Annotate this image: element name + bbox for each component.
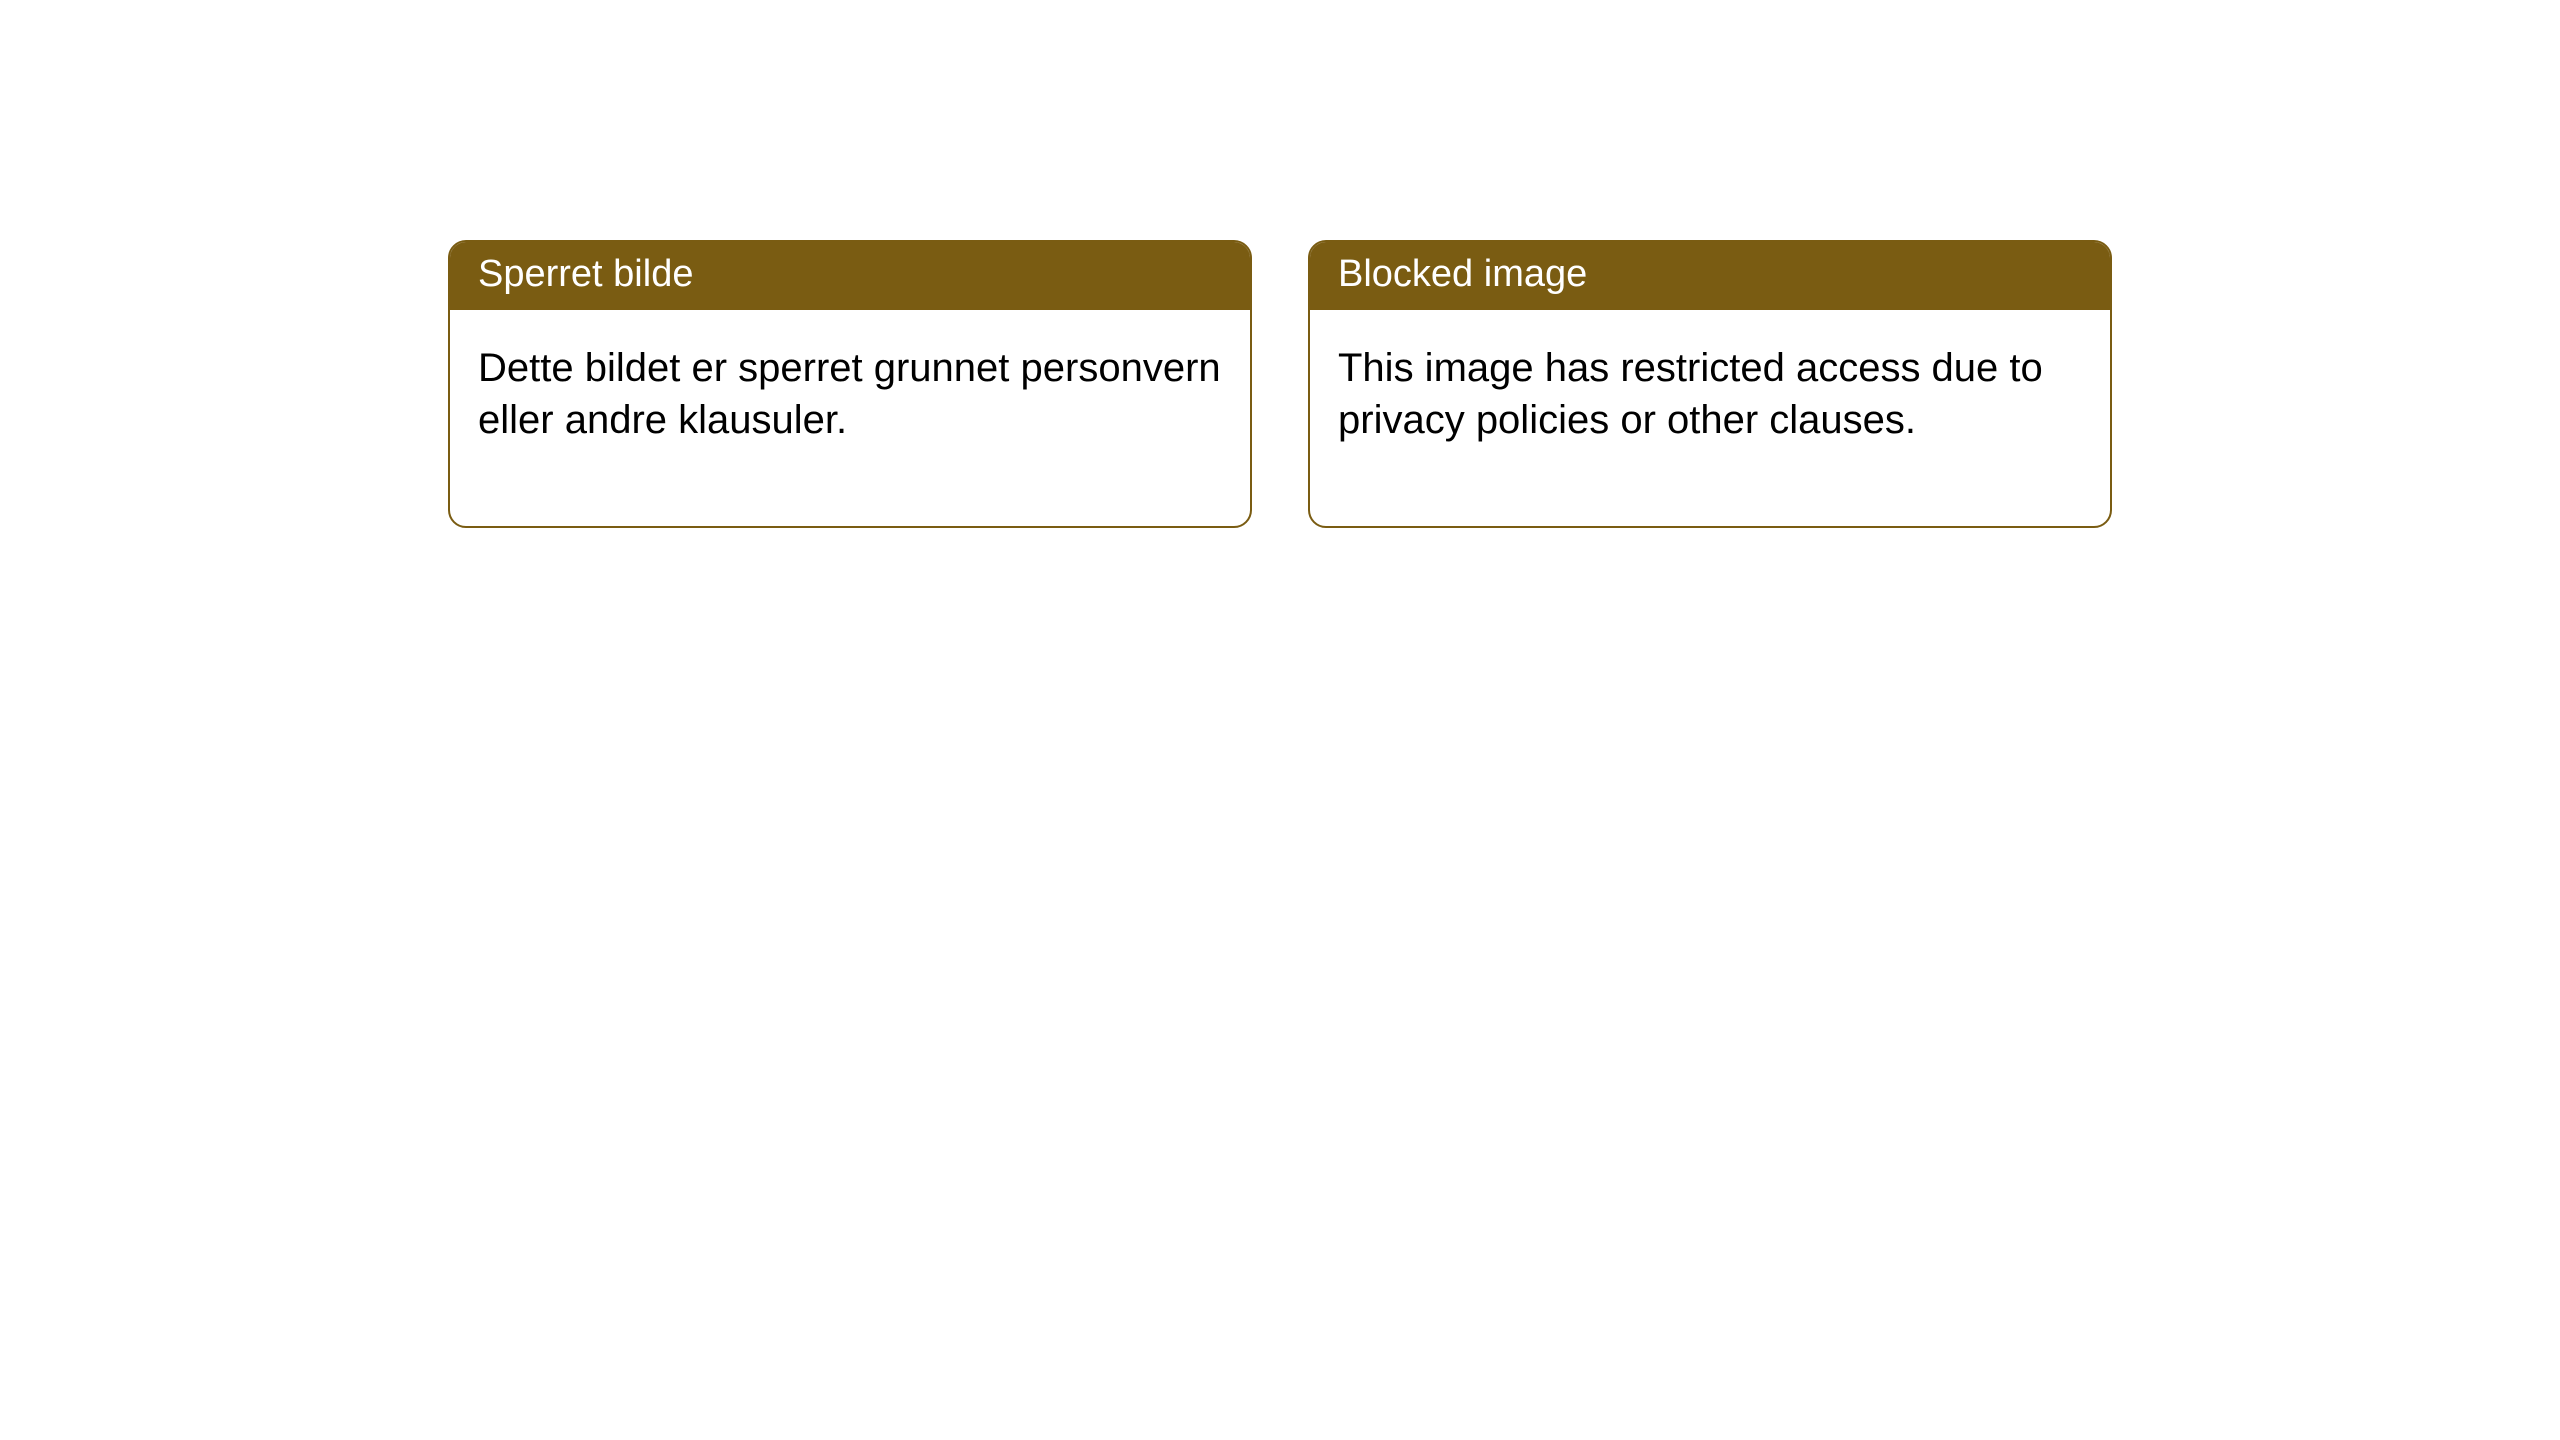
card-header: Blocked image (1310, 242, 2110, 310)
card-header: Sperret bilde (450, 242, 1250, 310)
blocked-image-card-norwegian: Sperret bilde Dette bildet er sperret gr… (448, 240, 1252, 528)
card-body: Dette bildet er sperret grunnet personve… (450, 310, 1250, 526)
card-message: This image has restricted access due to … (1338, 346, 2043, 442)
card-title: Sperret bilde (478, 253, 693, 295)
card-body: This image has restricted access due to … (1310, 310, 2110, 526)
card-message: Dette bildet er sperret grunnet personve… (478, 346, 1221, 442)
card-title: Blocked image (1338, 253, 1587, 295)
blocked-image-card-english: Blocked image This image has restricted … (1308, 240, 2112, 528)
cards-container: Sperret bilde Dette bildet er sperret gr… (448, 240, 2112, 528)
